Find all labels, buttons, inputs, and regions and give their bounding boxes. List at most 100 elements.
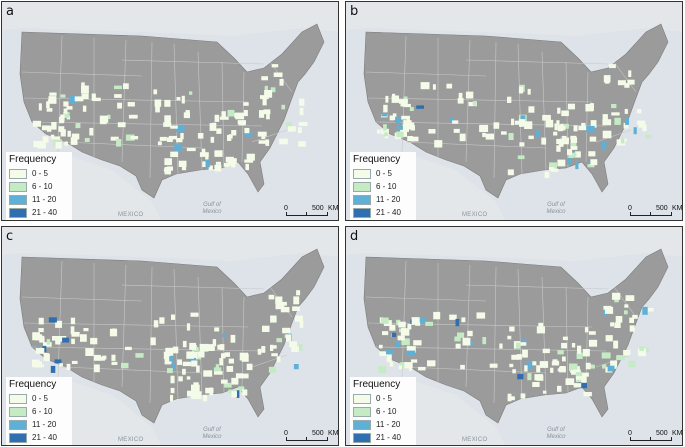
county-frequency-cell bbox=[407, 324, 412, 330]
county-frequency-cell bbox=[216, 128, 222, 134]
county-frequency-cell bbox=[601, 352, 611, 359]
county-frequency-cell bbox=[217, 344, 224, 350]
county-frequency-cell bbox=[621, 138, 625, 144]
county-frequency-cell bbox=[33, 140, 42, 148]
county-frequency-cell bbox=[605, 335, 613, 342]
county-frequency-cell bbox=[187, 390, 195, 397]
state-border bbox=[149, 266, 153, 404]
county-frequency-cell bbox=[244, 132, 253, 137]
county-frequency-cell bbox=[169, 356, 173, 362]
county-frequency-cell bbox=[536, 326, 545, 334]
county-frequency-cell bbox=[123, 83, 129, 90]
county-frequency-cell bbox=[573, 383, 582, 388]
county-frequency-cell bbox=[176, 97, 181, 101]
county-frequency-cell bbox=[625, 117, 629, 125]
county-frequency-cell bbox=[291, 346, 299, 352]
state-border bbox=[595, 129, 632, 143]
county-frequency-cell bbox=[111, 361, 118, 365]
frequency-legend: Frequency 0 - 5 6 - 10 11 - 20 21 - 40 bbox=[6, 377, 72, 445]
legend-label: 21 - 40 bbox=[32, 208, 57, 217]
county-frequency-cell bbox=[51, 122, 57, 130]
county-frequency-cell bbox=[59, 363, 63, 367]
county-frequency-cell bbox=[541, 137, 547, 145]
county-frequency-cell bbox=[616, 139, 626, 146]
county-frequency-cell bbox=[457, 98, 464, 104]
legend-swatch bbox=[9, 393, 27, 404]
county-frequency-cell bbox=[381, 113, 388, 117]
county-frequency-cell bbox=[527, 88, 531, 95]
state-border bbox=[57, 35, 63, 153]
legend-swatch bbox=[9, 406, 27, 417]
scale-unit-label: KM bbox=[328, 430, 339, 437]
county-frequency-cell bbox=[117, 102, 122, 109]
county-frequency-cell bbox=[565, 378, 575, 385]
county-frequency-cell bbox=[48, 96, 57, 103]
county-frequency-cell bbox=[608, 64, 616, 69]
county-frequency-cell bbox=[567, 158, 572, 165]
scale-zero-label: 0 bbox=[628, 430, 632, 437]
county-frequency-cell bbox=[580, 372, 589, 377]
county-frequency-cell bbox=[413, 340, 422, 346]
legend-entry: 6 - 10 bbox=[353, 180, 413, 193]
county-frequency-cell bbox=[215, 161, 221, 165]
county-frequency-cell bbox=[544, 171, 550, 179]
legend-entry: 0 - 5 bbox=[9, 167, 69, 180]
state-border bbox=[121, 59, 265, 65]
county-frequency-cell bbox=[581, 122, 586, 129]
county-frequency-cell bbox=[242, 389, 248, 396]
county-frequency-cell bbox=[584, 327, 589, 333]
state-border bbox=[401, 260, 407, 378]
legend-label: 6 - 10 bbox=[32, 407, 53, 416]
county-frequency-cell bbox=[84, 138, 90, 142]
county-frequency-cell bbox=[60, 114, 65, 122]
county-frequency-cell bbox=[383, 124, 387, 132]
county-frequency-cell bbox=[81, 85, 89, 94]
county-frequency-cell bbox=[199, 152, 209, 157]
county-frequency-cell bbox=[114, 94, 122, 98]
county-frequency-cell bbox=[67, 130, 71, 137]
county-frequency-cell bbox=[246, 153, 255, 161]
county-frequency-cell bbox=[384, 132, 388, 137]
county-frequency-cell bbox=[62, 337, 70, 343]
county-frequency-cell bbox=[396, 125, 403, 130]
county-frequency-cell bbox=[610, 322, 614, 327]
county-frequency-cell bbox=[261, 346, 266, 353]
county-frequency-cell bbox=[512, 369, 516, 374]
scale-unit-label: KM bbox=[328, 205, 339, 212]
county-frequency-cell bbox=[625, 295, 635, 301]
county-frequency-cell bbox=[167, 368, 173, 374]
county-frequency-cell bbox=[93, 364, 100, 373]
county-frequency-cell bbox=[208, 344, 215, 351]
state-border bbox=[493, 266, 497, 404]
county-frequency-cell bbox=[226, 366, 234, 372]
county-frequency-cell bbox=[528, 135, 534, 140]
panel-letter: d bbox=[350, 229, 359, 244]
county-frequency-cell bbox=[386, 349, 394, 355]
county-frequency-cell bbox=[204, 160, 210, 168]
county-frequency-cell bbox=[410, 136, 415, 142]
county-frequency-cell bbox=[412, 136, 419, 142]
legend-entry: 11 - 20 bbox=[353, 193, 413, 206]
county-frequency-cell bbox=[588, 331, 596, 335]
legend-entry: 0 - 5 bbox=[353, 167, 413, 180]
county-frequency-cell bbox=[629, 317, 634, 323]
county-frequency-cell bbox=[202, 394, 208, 402]
county-frequency-cell bbox=[228, 358, 234, 364]
county-frequency-cell bbox=[170, 151, 179, 157]
scale-zero-label: 0 bbox=[284, 205, 288, 212]
state-border bbox=[465, 59, 609, 65]
county-frequency-cell bbox=[38, 328, 44, 333]
county-frequency-cell bbox=[425, 321, 433, 326]
county-frequency-cell bbox=[383, 104, 388, 113]
map-panel-a: a MEXICO Gulf of Mexico Frequency 0 - 5 6 - 1… bbox=[1, 1, 339, 221]
county-frequency-cell bbox=[501, 131, 507, 135]
county-frequency-cell bbox=[172, 346, 179, 354]
county-frequency-cell bbox=[272, 315, 276, 322]
county-frequency-cell bbox=[563, 123, 569, 129]
county-frequency-cell bbox=[539, 361, 549, 368]
county-frequency-cell bbox=[63, 108, 68, 114]
county-frequency-cell bbox=[624, 310, 628, 315]
county-frequency-cell bbox=[585, 362, 591, 370]
county-frequency-cell bbox=[514, 120, 521, 125]
county-frequency-cell bbox=[545, 115, 551, 119]
